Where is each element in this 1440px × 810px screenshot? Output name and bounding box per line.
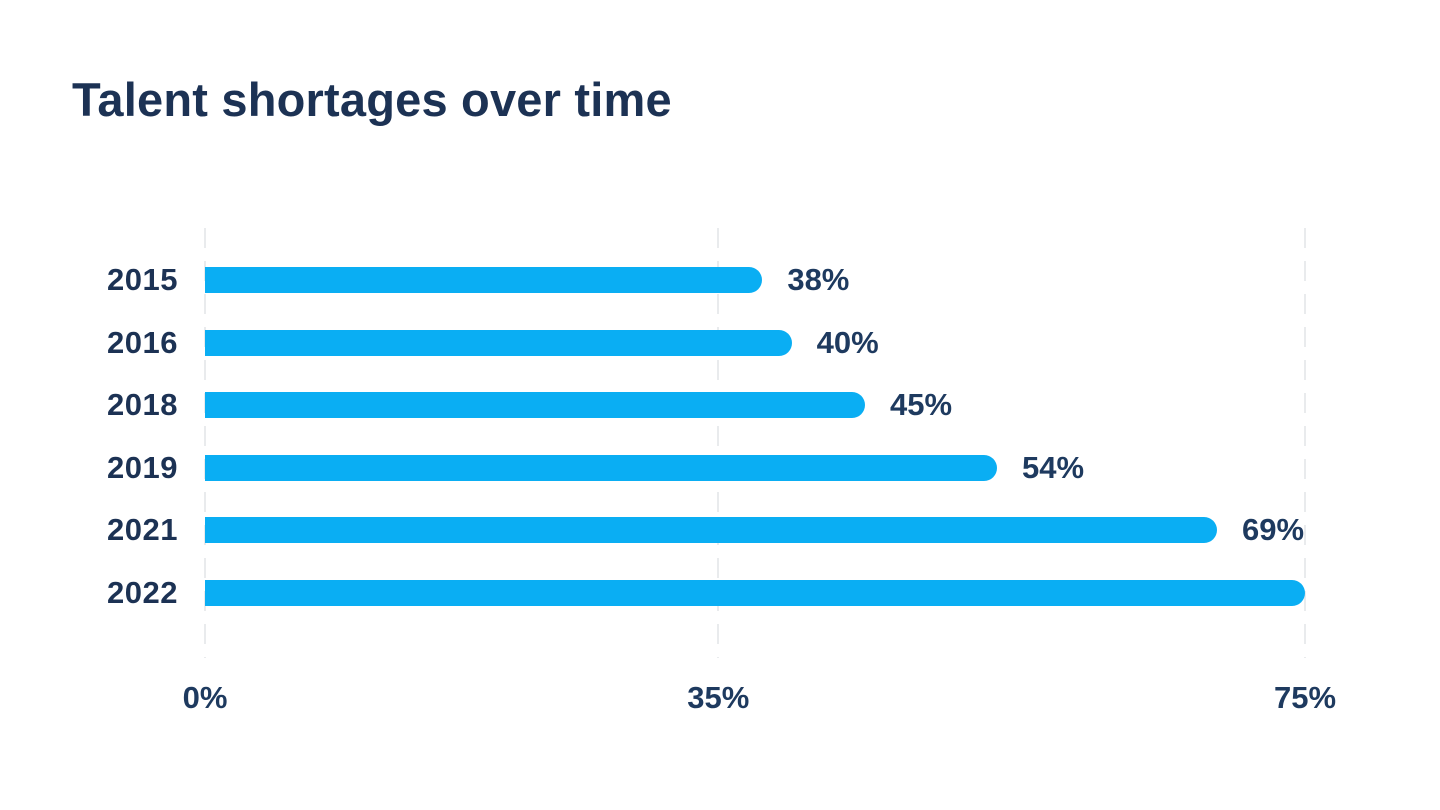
bar-2019 bbox=[205, 454, 997, 481]
bar-2016 bbox=[205, 329, 792, 356]
bar-row-2018: 2018 45% bbox=[60, 387, 1340, 423]
x-tick-75pct: 75% bbox=[1273, 680, 1337, 715]
value-label-2021: 69% bbox=[1242, 512, 1305, 548]
bar-rows: 2015 38% 2016 40% 2018 45% 2019 54% 2021 69% 2022 bbox=[60, 262, 1340, 610]
year-label-2018: 2018 bbox=[107, 387, 178, 423]
bar-row-2015: 2015 38% bbox=[60, 262, 1340, 297]
bar-2021 bbox=[205, 517, 1217, 544]
year-label-2022: 2022 bbox=[107, 574, 178, 610]
value-label-2016: 40% bbox=[816, 324, 879, 360]
gridline-75pct bbox=[1304, 228, 1306, 658]
gridline-35pct bbox=[717, 228, 720, 658]
x-axis: 0% 35% 75% bbox=[183, 680, 1336, 720]
bar-track-2019: 54% bbox=[205, 449, 1305, 485]
bar-row-2021: 2021 69% bbox=[60, 512, 1340, 548]
year-label-2015: 2015 bbox=[107, 262, 178, 297]
x-tick-35pct: 35% bbox=[687, 680, 750, 715]
bar-row-2019: 2019 54% bbox=[60, 449, 1340, 485]
bar-track-2022 bbox=[205, 579, 1305, 606]
bar-track-2021: 69% bbox=[205, 512, 1305, 548]
year-label-2019: 2019 bbox=[107, 449, 178, 485]
bar-row-2016: 2016 40% bbox=[60, 324, 1340, 360]
gridline-0pct bbox=[204, 228, 206, 658]
value-label-2019: 54% bbox=[1022, 449, 1085, 485]
value-label-2018: 45% bbox=[890, 387, 953, 423]
bar-2015 bbox=[205, 267, 763, 293]
bar-2022 bbox=[205, 579, 1305, 606]
year-label-2016: 2016 bbox=[107, 324, 178, 360]
chart-title: Talent shortages over time bbox=[72, 73, 672, 126]
x-tick-0pct: 0% bbox=[182, 680, 228, 715]
plot-area bbox=[204, 228, 1306, 658]
year-label-2021: 2021 bbox=[107, 512, 178, 548]
bar-row-2022: 2022 bbox=[60, 574, 1340, 610]
bar-track-2018: 45% bbox=[205, 387, 1305, 423]
value-label-2015: 38% bbox=[787, 262, 850, 297]
bar-2018 bbox=[205, 392, 865, 419]
bar-track-2016: 40% bbox=[205, 324, 1305, 360]
bar-track-2015: 38% bbox=[205, 262, 1305, 297]
